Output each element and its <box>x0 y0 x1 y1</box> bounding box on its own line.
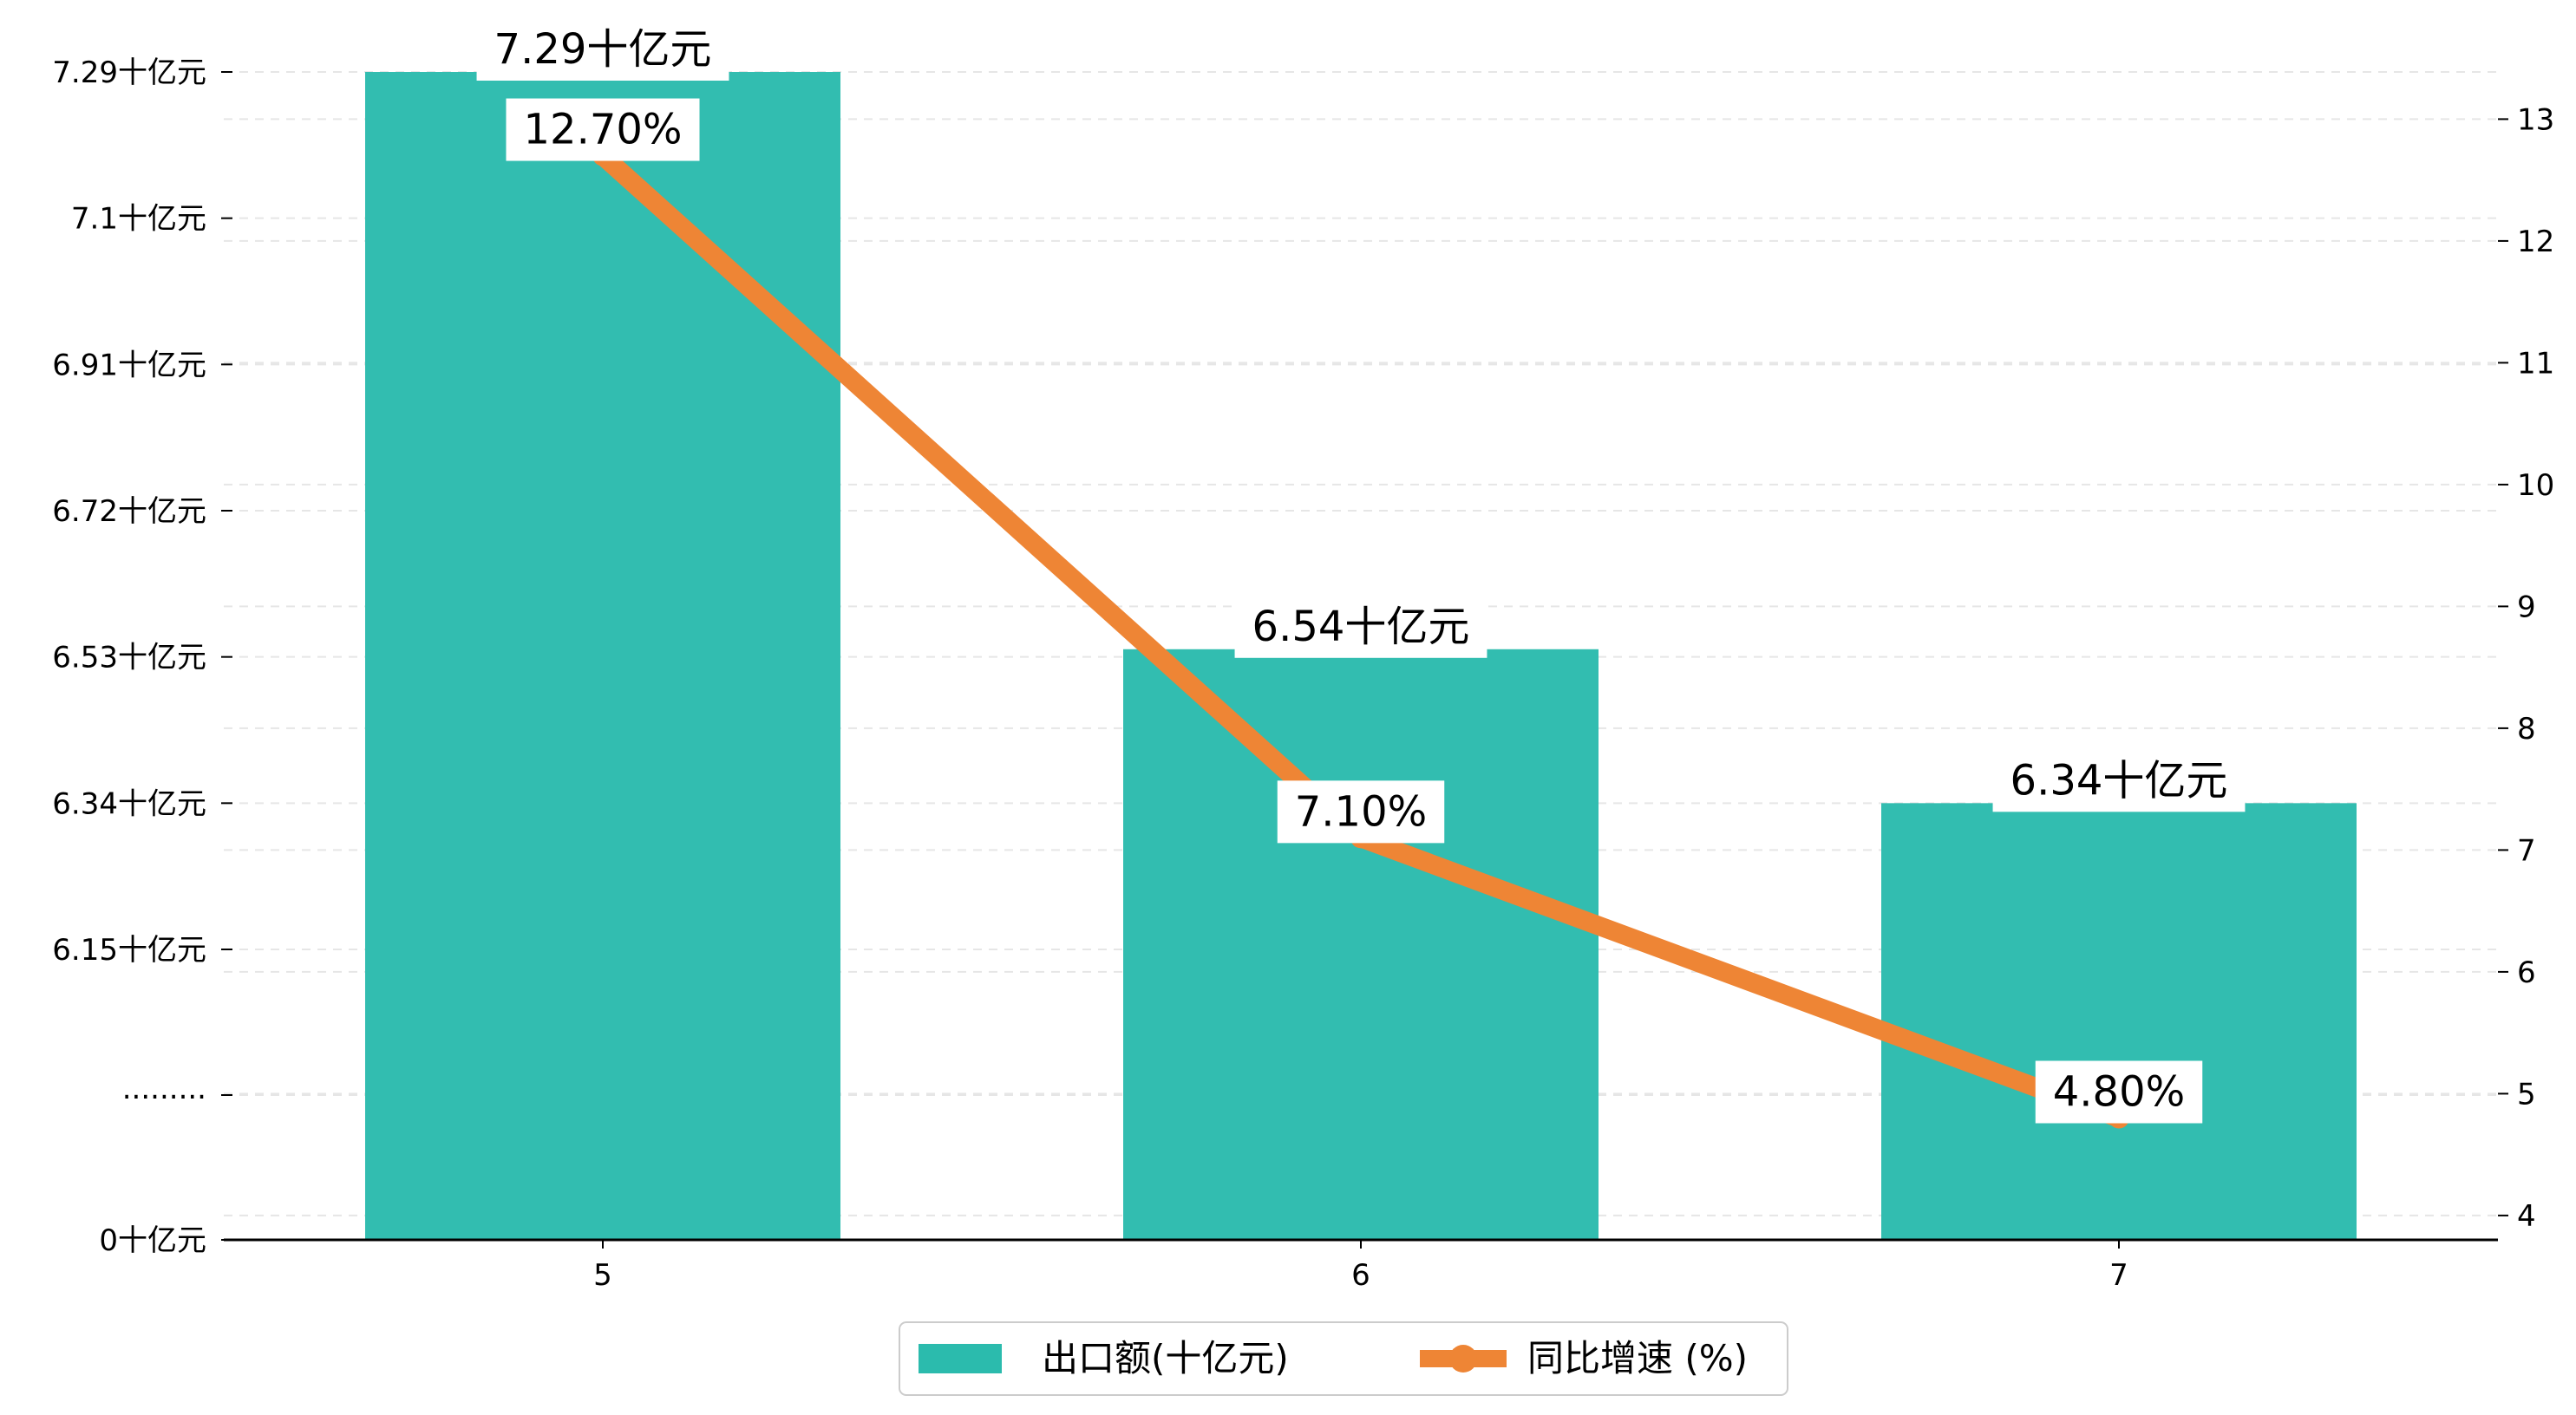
bar-label-6-text: 6.54十亿元 <box>1252 603 1470 651</box>
y-left-tick-label: 6.91十亿元 <box>52 348 206 382</box>
y-left-tick-label: 0十亿元 <box>99 1223 206 1258</box>
growth-label-6-text: 7.10% <box>1295 787 1427 836</box>
legend: 出口额(十亿元) 同比增速 (%) <box>899 1321 1788 1396</box>
growth-label-7-text: 4.80% <box>2053 1068 2185 1117</box>
y-right-tick-label: 12 <box>2517 225 2554 259</box>
y-right-tick-label: 8 <box>2517 712 2536 747</box>
y-right-tick-label: 6 <box>2517 955 2536 990</box>
x-tick-label: 5 <box>593 1258 612 1293</box>
y-right-tick-label: 5 <box>2517 1077 2536 1112</box>
bar-label-7-text: 6.34十亿元 <box>2010 756 2228 805</box>
y-axis-break-label: ......... <box>122 1072 206 1106</box>
growth-label-7: 4.80% <box>2035 1060 2203 1124</box>
bar-series <box>365 72 2357 1240</box>
y-left-tick-label: 6.34十亿元 <box>52 786 206 821</box>
bar-7 <box>1881 803 2357 1240</box>
data-labels: 7.29十亿元 6.54十亿元 6.34十亿元 12.70% 7.10% 4.80% <box>476 18 2246 1124</box>
bar-5 <box>365 72 840 1240</box>
y-right-tick-label: 7 <box>2517 833 2536 868</box>
growth-label-5-box <box>506 98 700 161</box>
axes: 5 6 7 0十亿元 6.15十亿元 6.34十亿元 6.53十亿元 6.72十亿元 6.91十… <box>52 55 2554 1293</box>
growth-label-6-box <box>1277 780 1445 844</box>
legend-label-line: 同比增速 (%) <box>1527 1337 1748 1379</box>
y-left-tick-label: 6.72十亿元 <box>52 494 206 529</box>
x-tick-label: 6 <box>1351 1258 1370 1293</box>
y-left-tick-label: 7.1十亿元 <box>71 202 206 237</box>
bar-label-7: 6.34十亿元 <box>1992 749 2246 812</box>
growth-label-5: 12.70% <box>506 98 700 161</box>
bar-label-7-box <box>1992 749 2246 812</box>
y-right-tick-label: 4 <box>2517 1199 2536 1234</box>
bar-label-5-box <box>476 18 729 81</box>
legend-swatch-marker <box>1449 1345 1477 1373</box>
growth-label-6: 7.10% <box>1277 780 1445 844</box>
y-left-tick-label: 7.29十亿元 <box>52 55 206 90</box>
growth-label-7-box <box>2035 1060 2203 1124</box>
bar-label-6: 6.54十亿元 <box>1234 595 1487 658</box>
growth-label-5-text: 12.70% <box>523 106 682 154</box>
bar-label-5: 7.29十亿元 <box>476 18 729 81</box>
legend-box <box>899 1321 1788 1396</box>
y-right-tick-label: 11 <box>2517 346 2554 381</box>
y-right-tick-label: 13 <box>2517 102 2554 137</box>
legend-swatch-bar <box>919 1344 1002 1373</box>
bar-6 <box>1123 649 1599 1240</box>
bar-label-6-box <box>1234 595 1487 658</box>
y-left-tick-label: 6.53十亿元 <box>52 641 206 675</box>
y-right-tick-label: 10 <box>2517 468 2554 503</box>
legend-label-bar: 出口额(十亿元) <box>1042 1337 1289 1379</box>
x-tick-label: 7 <box>2109 1258 2128 1293</box>
y-left-tick-label: 6.15十亿元 <box>52 933 206 968</box>
bar-label-5-text: 7.29十亿元 <box>494 25 712 74</box>
y-right-tick-label: 9 <box>2517 590 2536 624</box>
